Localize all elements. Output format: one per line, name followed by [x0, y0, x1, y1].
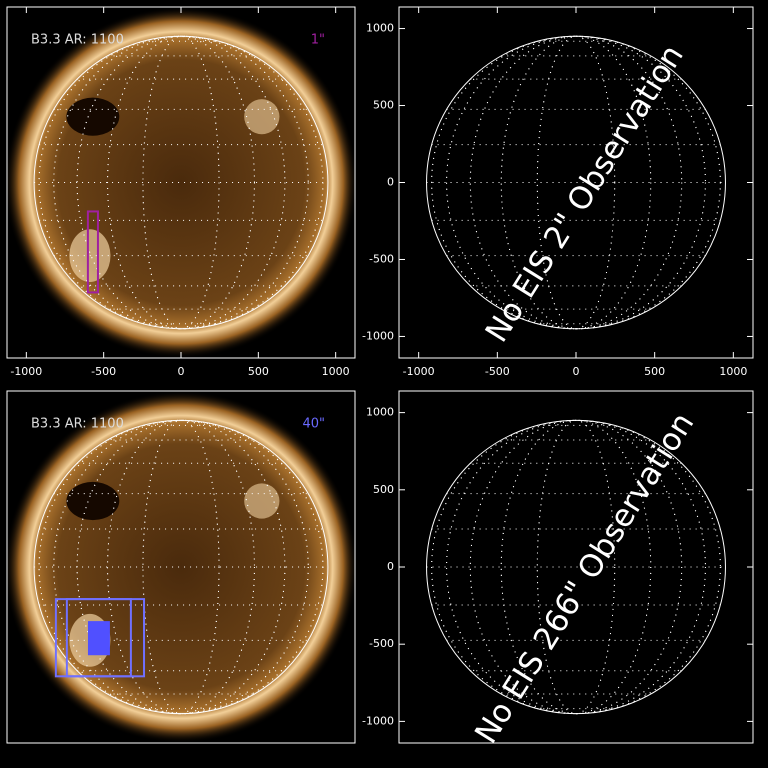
y-tick-label: 0 [387, 176, 394, 189]
y-tick-label: -1000 [362, 329, 394, 342]
y-tick-label: 1000 [366, 406, 394, 419]
y-tick-label: -500 [369, 637, 394, 650]
longitude-line [469, 419, 683, 715]
longitude-line [53, 35, 309, 330]
panel [7, 7, 355, 358]
y-tick-label: 500 [373, 483, 394, 496]
limb [426, 35, 726, 330]
annotation: B3.3 AR: 1100 [31, 33, 124, 48]
longitude-line [53, 419, 309, 715]
longitude-line [500, 419, 652, 715]
y-tick-label: 0 [387, 560, 394, 573]
panel [7, 391, 355, 743]
longitude-line [469, 35, 683, 330]
limb [426, 419, 726, 715]
x-tick-label: -1000 [403, 365, 435, 378]
longitude-line [107, 35, 255, 330]
x-tick-label: -500 [485, 365, 510, 378]
raster-box [65, 598, 132, 678]
panel [426, 35, 726, 330]
active-region [244, 483, 280, 519]
y-tick-label: 1000 [366, 22, 394, 35]
x-tick-label: 1000 [719, 365, 747, 378]
raster-box [86, 210, 99, 294]
x-tick-label: 0 [178, 365, 185, 378]
coronal-hole [66, 481, 120, 521]
longitude-line [142, 35, 220, 330]
x-tick-label: 0 [573, 365, 580, 378]
coronal-hole [66, 97, 120, 136]
limb [33, 35, 329, 330]
resolution-label: 40" [302, 417, 325, 432]
y-tick-label: -1000 [362, 714, 394, 727]
resolution-label: 1" [311, 33, 325, 48]
y-tick-label: 500 [373, 99, 394, 112]
x-tick-label: -500 [91, 365, 116, 378]
raster-box [87, 621, 110, 656]
y-tick-label: -500 [369, 252, 394, 265]
x-tick-label: -1000 [10, 365, 42, 378]
longitude-line [76, 35, 286, 330]
x-tick-label: 1000 [322, 365, 350, 378]
x-tick-label: 500 [644, 365, 665, 378]
x-tick-label: 500 [248, 365, 269, 378]
limb [33, 419, 329, 715]
annotation: B3.3 AR: 1100 [31, 417, 124, 432]
frame [6, 390, 356, 744]
panel [426, 419, 726, 715]
active-region [244, 99, 280, 135]
longitude-line [536, 35, 616, 330]
longitude-line [38, 419, 324, 715]
longitude-line [107, 419, 255, 715]
longitude-line [142, 419, 220, 715]
